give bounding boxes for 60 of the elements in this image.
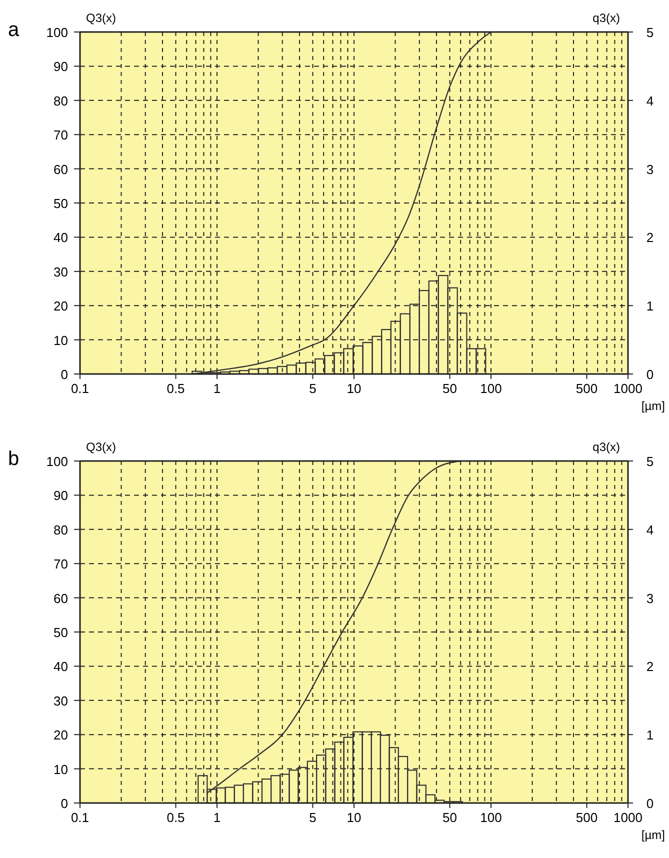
x-tick-label: 0.1 <box>70 810 90 825</box>
x-tick-label: 1000 <box>614 810 642 825</box>
x-tick-label: 500 <box>576 381 598 396</box>
x-tick-label: 50 <box>442 810 457 825</box>
y-tick-label: 30 <box>54 264 68 280</box>
x-tick-label: 100 <box>480 810 502 825</box>
y-tick-label: 90 <box>54 59 68 74</box>
y-tick-label: 0 <box>60 796 68 811</box>
x-tick-label: 100 <box>480 381 502 396</box>
y-tick-label: 60 <box>54 590 68 606</box>
x-tick-label: 10 <box>346 810 362 825</box>
x-tick-label: 5 <box>309 381 316 396</box>
y2-tick-label: 4 <box>646 93 654 108</box>
chart-title: a <box>8 19 20 41</box>
y-tick-label: 20 <box>54 298 68 314</box>
x-axis-title: [µm] <box>641 399 665 413</box>
x-tick-label: 5 <box>309 810 316 825</box>
y-tick-label: 30 <box>54 693 68 708</box>
y2-tick-label: 1 <box>646 728 654 743</box>
y-tick-label: 40 <box>54 659 68 674</box>
y2-tick-label: 0 <box>646 796 654 811</box>
y-axis-title: Q3(x) <box>86 440 116 454</box>
y2-tick-label: 0 <box>646 367 654 382</box>
y-tick-label: 100 <box>46 454 68 469</box>
y-tick-label: 0 <box>60 367 68 382</box>
y-axis-title: Q3(x) <box>86 11 116 25</box>
y-tick-label: 80 <box>54 522 68 538</box>
x-tick-label: 1 <box>213 810 221 825</box>
y2-axis-title: q3(x) <box>592 11 620 25</box>
x-tick-label: 1000 <box>614 381 642 396</box>
y2-tick-label: 3 <box>646 590 654 606</box>
x-tick-label: 10 <box>346 381 362 396</box>
y-tick-label: 60 <box>54 162 68 177</box>
y-tick-label: 10 <box>54 332 68 348</box>
y2-tick-label: 5 <box>646 25 654 40</box>
y-tick-label: 40 <box>54 230 68 246</box>
y2-tick-label: 2 <box>646 659 654 674</box>
y-tick-label: 10 <box>54 762 68 777</box>
x-tick-label: 0.1 <box>70 381 90 396</box>
y2-tick-label: 3 <box>646 162 654 177</box>
y-tick-label: 70 <box>54 128 68 143</box>
y-tick-label: 50 <box>54 196 68 211</box>
y-tick-label: 50 <box>54 625 68 640</box>
y-tick-label: 20 <box>54 728 68 743</box>
y-tick-label: 100 <box>46 25 68 40</box>
x-tick-label: 0.5 <box>166 810 185 825</box>
y-tick-label: 90 <box>54 488 68 504</box>
chart-title: b <box>8 448 20 470</box>
x-axis-title: [µm] <box>641 828 665 842</box>
y2-tick-label: 4 <box>646 522 654 538</box>
y2-axis-title: q3(x) <box>592 440 620 454</box>
y-tick-label: 70 <box>54 556 68 572</box>
x-tick-label: 50 <box>442 381 457 396</box>
y-tick-label: 80 <box>54 93 68 108</box>
x-tick-label: 1 <box>213 381 221 396</box>
x-tick-label: 0.5 <box>166 381 185 396</box>
y2-tick-label: 5 <box>646 454 654 469</box>
y2-tick-label: 2 <box>646 230 654 246</box>
y2-tick-label: 1 <box>646 298 654 314</box>
x-tick-label: 500 <box>576 810 598 825</box>
